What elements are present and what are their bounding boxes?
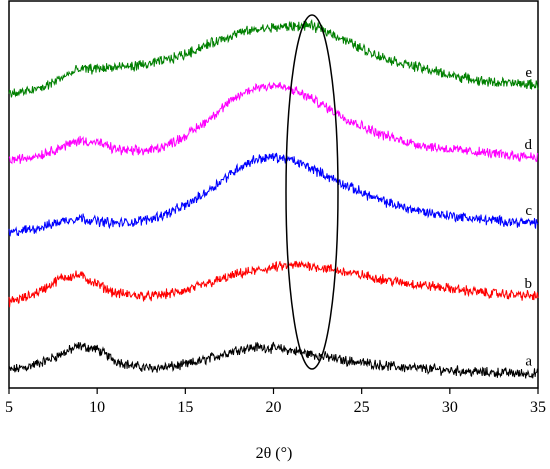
highlight-ellipse — [285, 14, 339, 370]
traces — [8, 19, 539, 379]
trace-a — [8, 341, 539, 379]
series-label-e: e — [525, 65, 532, 81]
x-tick-label: 25 — [354, 399, 370, 416]
series-labels: a b c d e — [525, 65, 533, 370]
series-label-c: c — [525, 203, 532, 219]
x-tick-label: 15 — [177, 399, 193, 416]
x-axis-title: 2θ (°) — [256, 445, 293, 462]
series-label-b: b — [525, 276, 533, 292]
x-axis-ticks: 5 10 15 20 25 30 35 — [5, 388, 546, 416]
trace-e — [8, 19, 539, 98]
trace-d — [8, 81, 539, 165]
x-tick-label: 10 — [89, 399, 105, 416]
x-tick-label: 35 — [530, 399, 546, 416]
series-label-a: a — [525, 354, 532, 370]
plot-frame — [8, 0, 539, 389]
x-tick-label: 30 — [442, 399, 458, 416]
series-label-d: d — [525, 137, 533, 153]
x-tick-label: 5 — [5, 399, 13, 416]
trace-b — [8, 259, 539, 308]
trace-c — [8, 152, 539, 237]
x-tick-label: 20 — [266, 399, 282, 416]
